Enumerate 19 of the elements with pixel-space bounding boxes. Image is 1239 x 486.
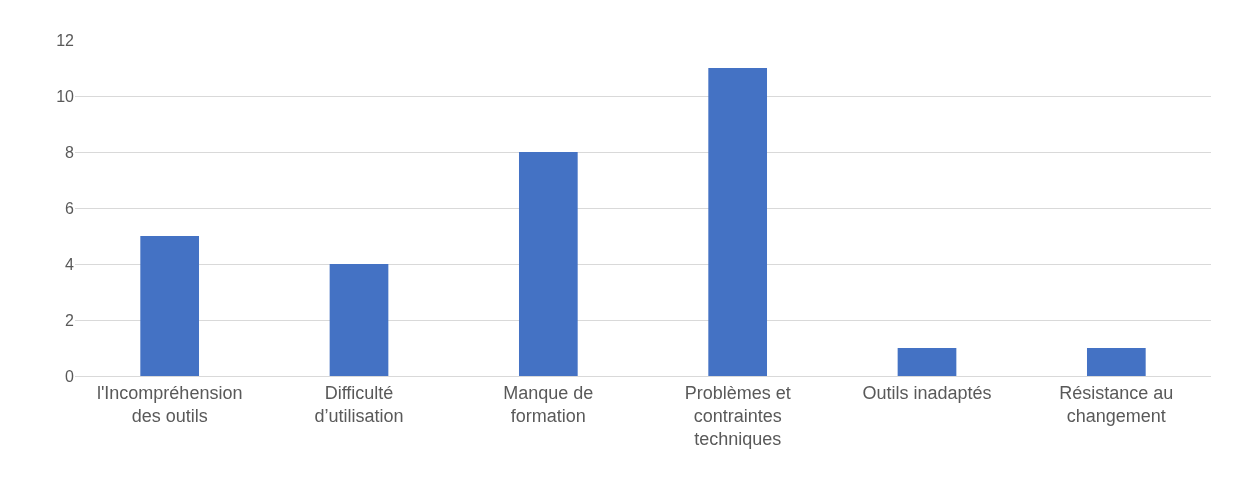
y-tick-label: 2 (65, 311, 75, 329)
bar (897, 348, 957, 376)
bar (518, 152, 578, 376)
y-tick-label: 10 (56, 87, 75, 105)
bar (140, 236, 200, 376)
x-tick-label: l'Incompréhension des outils (96, 382, 243, 426)
bar (329, 264, 389, 376)
y-tick-label: 6 (65, 199, 75, 217)
x-tick-label: Manque de formation (503, 382, 594, 426)
y-tick-label: 12 (56, 31, 75, 49)
x-tick-label: Problèmes et contraintes techniques (684, 382, 791, 450)
x-tick-label: Outils inadaptés (862, 382, 992, 403)
x-tick-label: Difficulté d’utilisation (314, 382, 404, 426)
x-tick-label: Résistance au changement (1059, 382, 1174, 426)
y-tick-label: 4 (65, 255, 75, 273)
y-tick-label: 8 (65, 143, 75, 161)
bar (708, 68, 768, 376)
bar (1086, 348, 1146, 376)
y-tick-label: 0 (65, 367, 75, 385)
